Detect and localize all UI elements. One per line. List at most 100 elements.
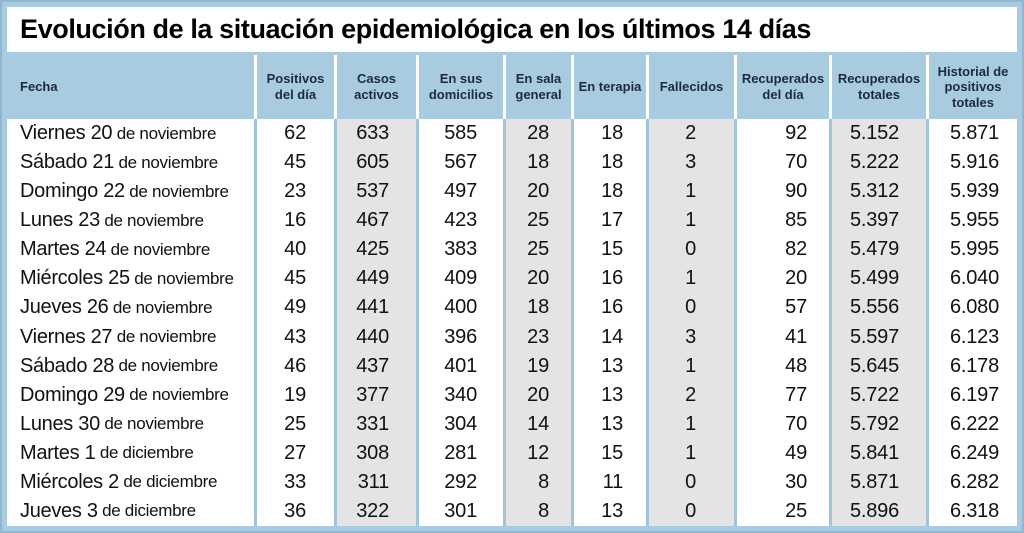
value-cell: 5.916: [929, 148, 1017, 178]
value-cell: 441: [337, 293, 416, 323]
value-cell: 440: [337, 322, 416, 352]
value-cell: 36: [257, 496, 334, 526]
date-main: Lunes 23: [20, 209, 100, 232]
date-cell: Sábado 28 de noviembre: [7, 351, 254, 381]
date-main: Jueves 3: [20, 499, 98, 522]
value-cell: 16: [574, 293, 646, 323]
value-cell: 6.197: [929, 380, 1017, 410]
value-cell: 18: [506, 148, 571, 178]
value-cell: 23: [257, 177, 334, 207]
date-main: Sábado 21: [20, 151, 115, 174]
value-cell: 400: [419, 293, 503, 323]
value-cell: 92: [737, 119, 829, 149]
value-cell: 396: [419, 322, 503, 352]
value-cell: 18: [574, 148, 646, 178]
value-cell: 18: [574, 119, 646, 149]
date-main: Miércoles 25: [20, 267, 130, 290]
column-header: Fallecidos: [649, 55, 734, 119]
value-cell: 1: [649, 206, 734, 236]
date-main: Martes 1: [20, 441, 96, 464]
date-cell: Lunes 23 de noviembre: [7, 206, 254, 236]
value-cell: 0: [649, 235, 734, 265]
value-cell: 5.792: [832, 409, 926, 439]
value-cell: 20: [506, 380, 571, 410]
value-cell: 20: [506, 264, 571, 294]
value-cell: 5.995: [929, 235, 1017, 265]
value-cell: 6.123: [929, 322, 1017, 352]
value-cell: 3: [649, 322, 734, 352]
value-cell: 5.397: [832, 206, 926, 236]
date-suffix: de noviembre: [114, 152, 218, 172]
value-cell: 304: [419, 409, 503, 439]
value-cell: 19: [506, 351, 571, 381]
date-suffix: de noviembre: [99, 210, 204, 230]
value-cell: 11: [574, 467, 646, 497]
date-cell: Jueves 26 de noviembre: [7, 293, 254, 323]
value-cell: 5.556: [832, 293, 926, 323]
value-cell: 6.080: [929, 293, 1017, 323]
value-cell: 537: [337, 177, 416, 207]
date-main: Viernes 20: [20, 122, 113, 145]
value-cell: 281: [419, 438, 503, 468]
value-cell: 311: [337, 467, 416, 497]
date-suffix: de noviembre: [112, 123, 217, 143]
value-cell: 40: [257, 235, 334, 265]
value-cell: 43: [257, 322, 334, 352]
value-cell: 16: [574, 264, 646, 294]
date-suffix: de noviembre: [129, 268, 234, 288]
value-cell: 20: [506, 177, 571, 207]
value-cell: 48: [737, 351, 829, 381]
value-cell: 13: [574, 409, 646, 439]
date-cell: Miércoles 2 de diciembre: [7, 467, 254, 497]
value-cell: 14: [506, 409, 571, 439]
value-cell: 18: [574, 177, 646, 207]
column-header: Recuperados totales: [832, 55, 926, 119]
date-cell: Jueves 3 de diciembre: [7, 496, 254, 526]
value-cell: 62: [257, 119, 334, 149]
value-cell: 322: [337, 496, 416, 526]
date-cell: Lunes 30 de noviembre: [7, 409, 254, 439]
date-suffix: de noviembre: [124, 385, 229, 405]
value-cell: 30: [737, 467, 829, 497]
value-cell: 5.896: [832, 496, 926, 526]
page-title: Evolución de la situación epidemiológica…: [20, 14, 811, 44]
value-cell: 449: [337, 264, 416, 294]
value-cell: 377: [337, 380, 416, 410]
value-cell: 5.722: [832, 380, 926, 410]
value-cell: 1: [649, 438, 734, 468]
date-main: Jueves 26: [20, 296, 109, 319]
value-cell: 6.249: [929, 438, 1017, 468]
value-cell: 15: [574, 235, 646, 265]
value-cell: 308: [337, 438, 416, 468]
value-cell: 14: [574, 322, 646, 352]
value-cell: 3: [649, 148, 734, 178]
table-body: Viernes 20 de noviembre 62 633 585 28 18 2 92 5.…: [7, 119, 1017, 526]
value-cell: 1: [649, 351, 734, 381]
value-cell: 6.282: [929, 467, 1017, 497]
value-cell: 425: [337, 235, 416, 265]
value-cell: 45: [257, 148, 334, 178]
value-cell: 70: [737, 409, 829, 439]
value-cell: 25: [506, 235, 571, 265]
value-cell: 25: [257, 409, 334, 439]
date-suffix: de noviembre: [124, 181, 229, 201]
value-cell: 301: [419, 496, 503, 526]
value-cell: 5.597: [832, 322, 926, 352]
date-main: Domingo 22: [20, 180, 125, 203]
value-cell: 33: [257, 467, 334, 497]
date-main: Viernes 27: [20, 325, 113, 348]
date-cell: Sábado 21 de noviembre: [7, 148, 254, 178]
value-cell: 5.871: [832, 467, 926, 497]
value-cell: 633: [337, 119, 416, 149]
value-cell: 57: [737, 293, 829, 323]
value-cell: 2: [649, 380, 734, 410]
value-cell: 5.645: [832, 351, 926, 381]
value-cell: 17: [574, 206, 646, 236]
value-cell: 567: [419, 148, 503, 178]
value-cell: 0: [649, 293, 734, 323]
value-cell: 401: [419, 351, 503, 381]
value-cell: 1: [649, 409, 734, 439]
value-cell: 497: [419, 177, 503, 207]
value-cell: 5.312: [832, 177, 926, 207]
